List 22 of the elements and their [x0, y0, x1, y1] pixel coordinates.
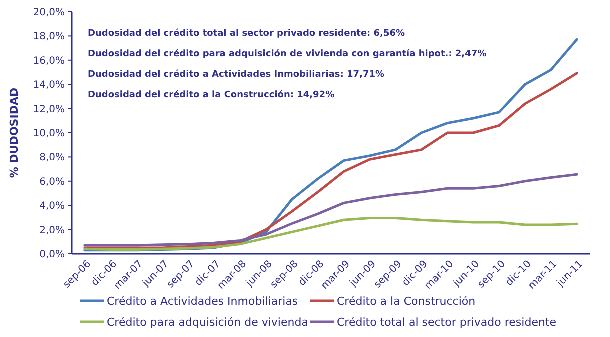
annotation: Dudosidad del crédito total al sector privado residente: 6,56%: [88, 28, 406, 39]
y-tick-label: 8,0%: [40, 152, 65, 164]
y-tick-label: 0,0%: [40, 250, 65, 260]
annotation: Dudosidad del crédito a la Construcción: 14,92%: [88, 90, 335, 100]
y-tick-label: 6,0%: [40, 176, 65, 188]
annotation: Dudosidad del crédito a Actividades Inmobiliarias: 17,71%: [88, 69, 384, 80]
y-tick-label: 2,0%: [40, 225, 65, 236]
annotation: Dudosidad del crédito para adquisición de vivienda con garantía hipot.: 2,47%: [88, 48, 487, 60]
y-tick-label: 10,0%: [33, 128, 65, 140]
legend-label: Crédito para adquisición de vivienda: [107, 316, 308, 329]
line-series: [84, 217, 578, 252]
legend-label: Crédito a Actividades Inmobiliarias: [107, 294, 298, 308]
y-tick-label: 20,0%: [33, 8, 65, 18]
y-axis-title: % DUDOSIDAD: [8, 88, 21, 178]
y-tick-label: 12,0%: [33, 104, 65, 116]
line-series: [84, 173, 578, 247]
y-tick-label: 14,0%: [33, 80, 65, 92]
y-tick-label: 18,0%: [33, 32, 65, 43]
legend-label: Crédito total al sector privado residente: [337, 316, 557, 329]
legend-label: Crédito a la Construcción: [337, 294, 476, 308]
y-tick-label: 4,0%: [40, 201, 65, 212]
y-tick-label: 16,0%: [33, 56, 65, 67]
